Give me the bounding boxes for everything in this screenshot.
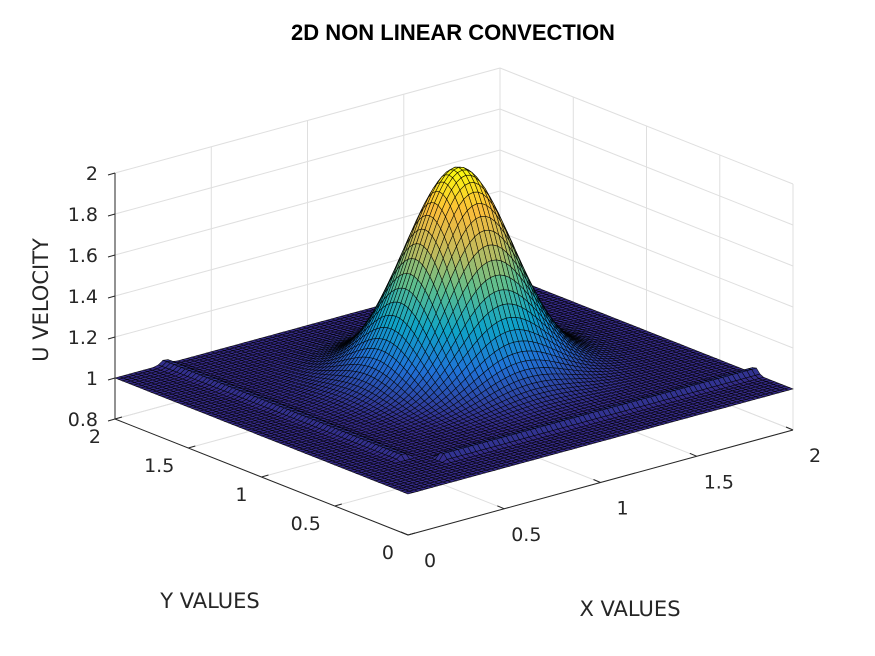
surface-mesh	[114, 166, 794, 495]
